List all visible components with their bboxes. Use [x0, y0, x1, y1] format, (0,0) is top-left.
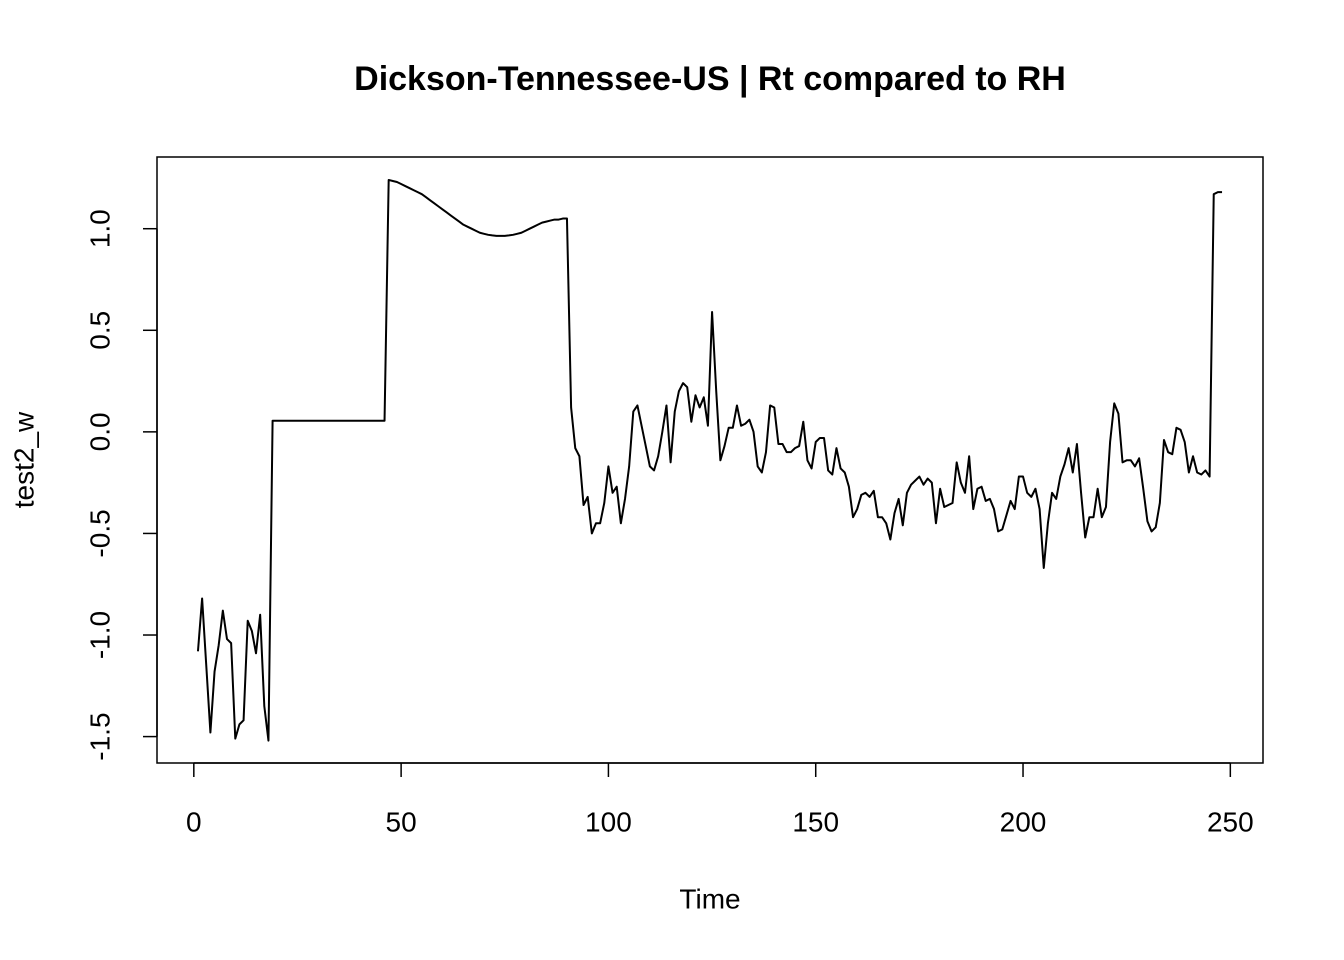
x-tick-label: 0: [186, 806, 202, 837]
data-line: [196, 178, 1223, 742]
y-tick-label: -1.5: [84, 712, 115, 760]
x-axis-title: Time: [679, 883, 740, 914]
y-tick-label: 1.0: [84, 209, 115, 248]
y-tick-label: -0.5: [84, 509, 115, 557]
y-tick-label: 0.5: [84, 311, 115, 350]
y-tick-label: 0.0: [84, 412, 115, 451]
x-tick-label: 100: [585, 806, 632, 837]
x-tick-label: 250: [1207, 806, 1254, 837]
y-tick-label: -1.0: [84, 611, 115, 659]
x-tick-label: 50: [386, 806, 417, 837]
x-tick-label: 200: [1000, 806, 1047, 837]
y-axis-title: test2_w: [8, 411, 39, 508]
chart-title: Dickson-Tennessee-US | Rt compared to RH: [354, 60, 1066, 98]
x-tick-label: 150: [792, 806, 839, 837]
